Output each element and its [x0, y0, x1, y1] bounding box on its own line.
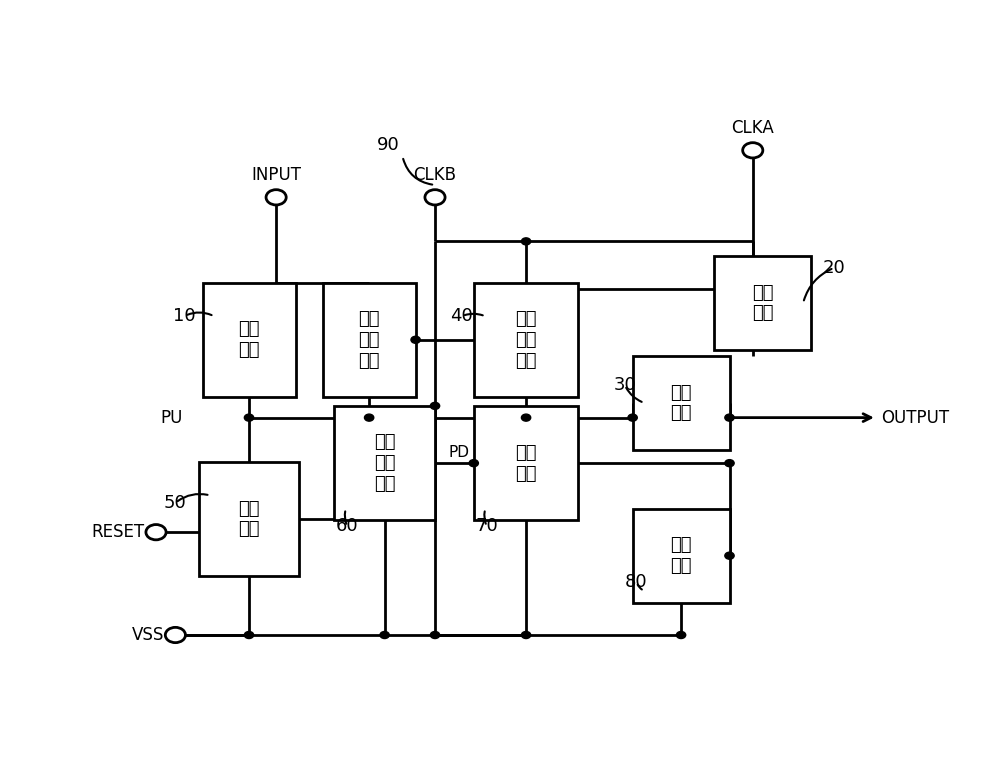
Text: VSS: VSS	[131, 626, 164, 644]
Text: INPUT: INPUT	[251, 166, 301, 185]
Bar	[199, 462, 299, 576]
Circle shape	[521, 238, 531, 245]
Text: RESET: RESET	[91, 523, 144, 541]
Circle shape	[430, 632, 440, 639]
Bar	[334, 406, 435, 520]
Circle shape	[425, 190, 445, 205]
Text: 90: 90	[377, 137, 400, 154]
Circle shape	[430, 402, 440, 410]
Bar	[474, 282, 578, 397]
Text: 30: 30	[613, 376, 636, 394]
Bar	[633, 509, 730, 603]
Circle shape	[521, 414, 531, 421]
Text: 80: 80	[625, 573, 648, 591]
Text: 复位
模块: 复位 模块	[238, 500, 260, 539]
Bar	[633, 356, 730, 450]
Text: PD: PD	[449, 445, 470, 460]
Circle shape	[743, 143, 763, 158]
Circle shape	[676, 632, 686, 639]
Text: 降噪
模块: 降噪 模块	[670, 536, 692, 575]
Text: CLKB: CLKB	[414, 166, 456, 185]
Circle shape	[380, 632, 389, 639]
Text: PU: PU	[161, 409, 183, 427]
Circle shape	[411, 336, 420, 343]
Circle shape	[469, 459, 478, 467]
Circle shape	[628, 414, 637, 421]
Circle shape	[146, 524, 166, 540]
Circle shape	[725, 414, 734, 421]
Circle shape	[725, 459, 734, 467]
Text: 上拉
模块: 上拉 模块	[752, 284, 773, 323]
Circle shape	[165, 627, 185, 642]
Text: 辅助
输入
模块: 辅助 输入 模块	[358, 310, 380, 369]
Bar	[474, 406, 578, 520]
Text: 下拉
控制
模块: 下拉 控制 模块	[374, 433, 395, 493]
Text: OUTPUT: OUTPUT	[881, 409, 949, 427]
Text: 40: 40	[450, 307, 473, 325]
Text: 10: 10	[173, 307, 196, 325]
Text: CLKA: CLKA	[731, 119, 774, 137]
Circle shape	[521, 632, 531, 639]
Circle shape	[244, 632, 254, 639]
Text: 50: 50	[164, 494, 186, 512]
Text: 自举
模块: 自举 模块	[670, 384, 692, 423]
Text: 60: 60	[336, 517, 358, 536]
Bar	[202, 282, 296, 397]
Text: 下拉
模块: 下拉 模块	[515, 444, 537, 482]
Circle shape	[364, 414, 374, 421]
Text: 上拉
控制
模块: 上拉 控制 模块	[515, 310, 537, 369]
Circle shape	[266, 190, 286, 205]
Circle shape	[725, 552, 734, 559]
Text: 20: 20	[822, 259, 845, 277]
Text: 输入
模块: 输入 模块	[238, 320, 260, 359]
Circle shape	[244, 414, 254, 421]
Text: 70: 70	[475, 517, 498, 536]
Bar	[323, 282, 416, 397]
Bar	[714, 256, 811, 350]
